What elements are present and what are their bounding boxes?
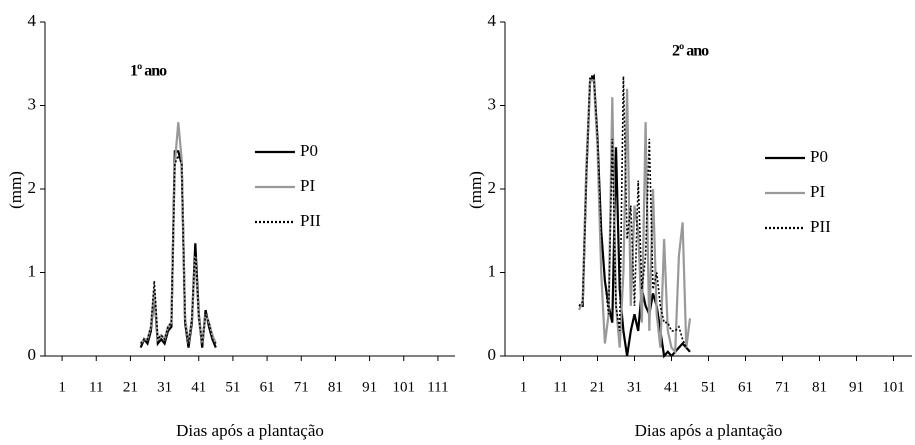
x-axis-label: Dias após a plantação <box>176 421 324 440</box>
series-line <box>140 153 217 345</box>
series-line <box>577 79 692 355</box>
y-tick-label: 3 <box>28 94 37 113</box>
x-tick-label: 11 <box>89 379 103 395</box>
y-tick-label: 2 <box>28 178 37 197</box>
x-tick-label: 51 <box>701 379 716 395</box>
x-tick-label: 1 <box>520 379 528 395</box>
legend-label: PI <box>810 182 825 201</box>
x-tick-label: 61 <box>738 379 753 395</box>
x-tick-label: 111 <box>427 379 448 395</box>
x-tick-label: 81 <box>328 379 343 395</box>
x-axis-label: Dias após a plantação <box>635 421 783 440</box>
x-tick-label: 81 <box>812 379 827 395</box>
chart-title: 1º ano <box>130 63 167 80</box>
x-tick-label: 41 <box>664 379 679 395</box>
x-tick-label: 91 <box>849 379 864 395</box>
x-tick-label: 11 <box>553 379 567 395</box>
legend-label: PII <box>810 217 831 236</box>
x-tick-label: 71 <box>294 379 309 395</box>
x-tick-label: 31 <box>157 379 172 395</box>
legend-label: PII <box>300 211 321 230</box>
y-tick-label: 2 <box>488 178 497 197</box>
legend-label: PI <box>300 176 315 195</box>
x-tick-label: 21 <box>590 379 605 395</box>
series-line <box>578 75 688 348</box>
legend-label: P0 <box>300 141 318 160</box>
series-line <box>139 122 217 345</box>
y-tick-label: 1 <box>488 261 497 280</box>
x-tick-label: 101 <box>393 379 416 395</box>
y-tick-label: 0 <box>488 345 497 364</box>
y-tick-label: 3 <box>488 94 497 113</box>
x-tick-label: 51 <box>225 379 240 395</box>
x-tick-label: 91 <box>362 379 377 395</box>
y-axis-label: (mm) <box>466 171 485 209</box>
chart-title: 2º ano <box>672 43 709 60</box>
x-tick-label: 1 <box>58 379 66 395</box>
y-axis-label: (mm) <box>6 171 25 209</box>
legend-label: P0 <box>810 147 828 166</box>
x-tick-label: 41 <box>191 379 206 395</box>
x-tick-label: 31 <box>627 379 642 395</box>
y-tick-label: 1 <box>28 261 37 280</box>
x-tick-label: 101 <box>882 379 905 395</box>
x-tick-label: 71 <box>775 379 790 395</box>
x-tick-label: 21 <box>123 379 138 395</box>
y-tick-label: 4 <box>28 11 37 30</box>
y-tick-label: 4 <box>488 11 497 30</box>
y-tick-label: 0 <box>28 345 37 364</box>
x-tick-label: 61 <box>260 379 275 395</box>
